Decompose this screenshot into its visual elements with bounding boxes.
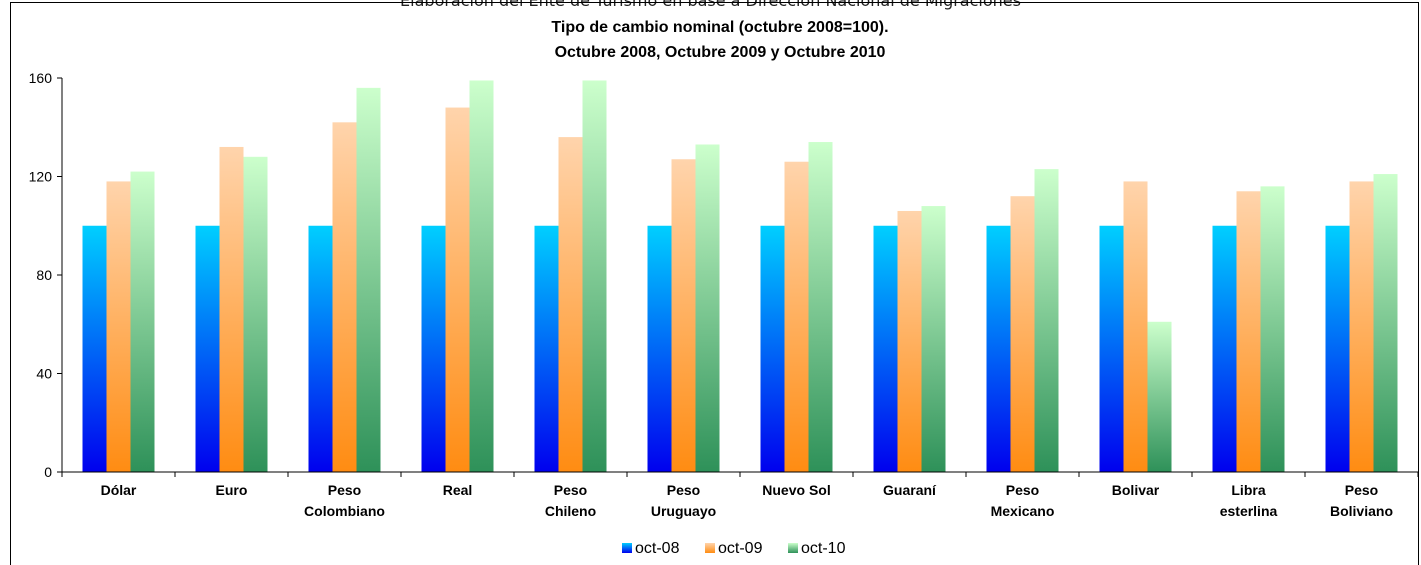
- bar-oct-08: [1099, 225, 1124, 472]
- bar-oct-09: [1010, 196, 1035, 472]
- legend-swatch: [705, 543, 715, 553]
- bar-oct-08: [82, 225, 107, 472]
- bar-oct-09: [332, 122, 357, 472]
- x-tick-label: Nuevo Sol: [762, 482, 830, 498]
- bar-oct-09: [1236, 191, 1261, 472]
- y-tick-label: 40: [36, 366, 52, 382]
- legend: oct-08 oct-09 oct-10: [622, 540, 846, 557]
- legend-label: oct-10: [801, 540, 846, 557]
- x-tick-label: esterlina: [1220, 503, 1278, 519]
- y-tick-label: 160: [29, 70, 53, 86]
- x-tick-label: Peso: [328, 482, 361, 498]
- x-tick-label: Libra: [1231, 482, 1265, 498]
- bar-oct-10: [921, 206, 946, 473]
- bar-oct-08: [647, 225, 672, 472]
- x-tick-label: Chileno: [545, 503, 596, 519]
- x-tick-label: Real: [443, 482, 473, 498]
- x-tick-label: Peso: [554, 482, 587, 498]
- bar-oct-10: [1147, 321, 1172, 472]
- bar-oct-09: [671, 159, 696, 472]
- bar-oct-10: [808, 142, 833, 472]
- bar-oct-08: [195, 225, 220, 472]
- x-tick-label: Dólar: [101, 482, 137, 498]
- x-tick-label: Mexicano: [991, 503, 1055, 519]
- y-tick-label: 0: [44, 464, 52, 480]
- bar-oct-08: [308, 225, 333, 472]
- bar-oct-10: [695, 144, 720, 473]
- bar-oct-08: [760, 225, 785, 472]
- y-tick-label: 120: [29, 169, 53, 185]
- bar-oct-10: [243, 156, 268, 473]
- legend-swatch: [622, 543, 632, 553]
- bar-oct-09: [784, 161, 809, 472]
- legend-label: oct-09: [718, 540, 763, 557]
- y-axis: 0 40 80 120 160: [29, 70, 63, 480]
- chart-title: Tipo de cambio nominal (octubre 2008=100…: [551, 19, 888, 36]
- bar-oct-08: [421, 225, 446, 472]
- legend-swatch: [788, 543, 798, 553]
- x-tick-label: Peso: [667, 482, 700, 498]
- x-tick-label: Uruguayo: [651, 503, 716, 519]
- chart-frame: [10, 2, 1419, 565]
- y-tick-label: 80: [36, 267, 52, 283]
- bar-oct-09: [558, 137, 583, 472]
- bar-oct-08: [873, 225, 898, 472]
- bar-oct-09: [106, 181, 131, 473]
- x-tick-label: Bolivar: [1112, 482, 1160, 498]
- bar-oct-10: [469, 80, 494, 473]
- bar-oct-08: [1325, 225, 1350, 472]
- bar-oct-10: [582, 80, 607, 473]
- bar-oct-08: [534, 225, 559, 472]
- bar-oct-09: [219, 146, 244, 472]
- x-tick-label: Peso: [1345, 482, 1378, 498]
- bar-oct-10: [356, 87, 381, 472]
- bar-oct-09: [445, 107, 470, 473]
- bar-oct-08: [1212, 225, 1237, 472]
- x-tick-label: Euro: [216, 482, 248, 498]
- source-caption: Elaboración del Ente de Turismo en base …: [400, 0, 1021, 10]
- bar-oct-10: [1260, 186, 1285, 472]
- x-tick-label: Boliviano: [1330, 503, 1393, 519]
- bars: [82, 80, 1398, 473]
- chart-subtitle: Octubre 2008, Octubre 2009 y Octubre 201…: [555, 44, 886, 61]
- x-tick-label: Guaraní: [883, 482, 937, 498]
- bar-oct-09: [1349, 181, 1374, 473]
- bar-oct-09: [1123, 181, 1148, 473]
- legend-label: oct-08: [635, 540, 680, 557]
- bar-oct-10: [1373, 174, 1398, 472]
- bar-oct-10: [130, 171, 155, 472]
- x-tick-label: Colombiano: [304, 503, 385, 519]
- x-axis: Dólar Euro Peso Colombiano Real Peso Chileno Pe…: [61, 471, 1419, 519]
- bar-oct-09: [897, 210, 922, 472]
- bar-oct-08: [986, 225, 1011, 472]
- x-tick-label: Peso: [1006, 482, 1039, 498]
- bar-oct-10: [1034, 169, 1059, 473]
